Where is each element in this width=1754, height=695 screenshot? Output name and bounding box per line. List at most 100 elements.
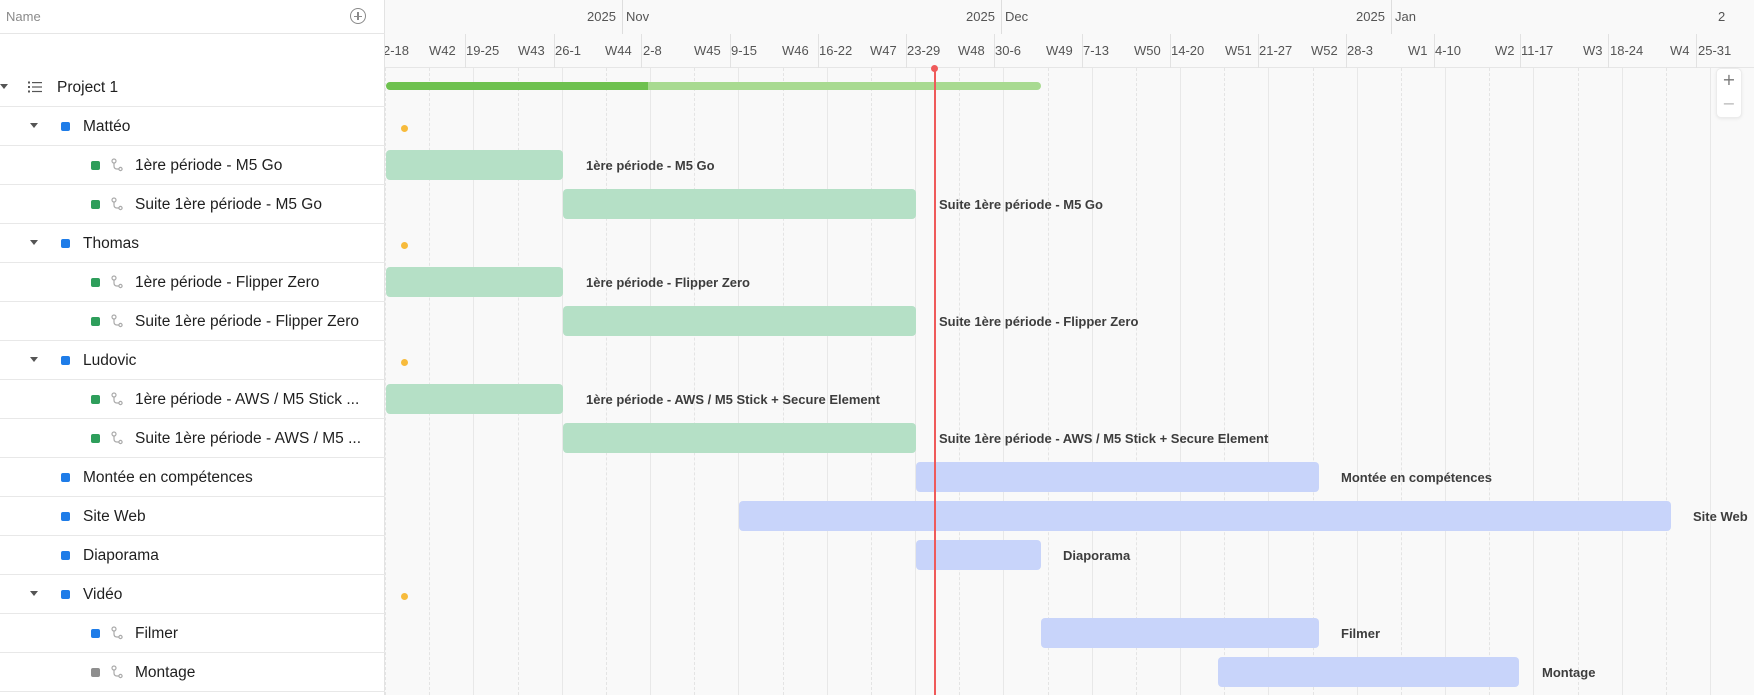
week-separator	[818, 34, 819, 68]
tree-header: Name	[0, 0, 385, 34]
grid-line	[694, 68, 695, 695]
task-label: Suite 1ère période - Flipper Zero	[135, 313, 360, 330]
week-label: W48	[958, 43, 985, 58]
tree-row-task[interactable]: Site Web	[0, 497, 385, 536]
tree-row-video[interactable]: Vidéo	[0, 575, 385, 614]
week-label: W46	[782, 43, 809, 58]
grid-line	[1533, 68, 1534, 695]
tree-row-project[interactable]: Project 1	[0, 68, 385, 107]
week-label: W42	[429, 43, 456, 58]
task-color-swatch	[61, 356, 70, 365]
week-separator	[465, 34, 466, 68]
task-bar[interactable]	[1041, 618, 1319, 648]
tree-row-task[interactable]: 1ère période - AWS / M5 Stick ...	[0, 380, 385, 419]
zoom-control: + −	[1716, 68, 1742, 118]
week-label: 21-27	[1259, 43, 1293, 58]
week-separator	[1082, 34, 1083, 68]
subtask-icon	[111, 158, 123, 172]
grid-line	[1224, 68, 1225, 695]
grid-line	[606, 68, 607, 695]
task-bar-label: Suite 1ère période - Flipper Zero	[939, 314, 1139, 329]
task-color-swatch	[61, 122, 70, 131]
week-label: W49	[1046, 43, 1073, 58]
week-separator	[1346, 34, 1347, 68]
tree-row-task[interactable]: Suite 1ère période - M5 Go	[0, 185, 385, 224]
group-label: Thomas	[83, 235, 139, 252]
subtask-icon	[111, 431, 123, 445]
task-bar[interactable]	[739, 501, 1671, 531]
subtask-icon	[111, 626, 123, 640]
tree-row-matteo[interactable]: Mattéo	[0, 107, 385, 146]
grid-line	[1268, 68, 1269, 695]
chevron-down-icon[interactable]	[30, 357, 38, 362]
grid-line	[1357, 68, 1358, 695]
task-bar[interactable]	[563, 189, 916, 219]
name-column-header[interactable]: Name	[6, 9, 41, 24]
task-color-swatch	[61, 473, 70, 482]
grid-line	[650, 68, 651, 695]
chevron-down-icon[interactable]	[30, 123, 38, 128]
group-milestone[interactable]	[401, 242, 408, 249]
gantt-timeline[interactable]: 2025 Nov 2025 Dec 2025 Jan 2 2-18 W42 19…	[385, 0, 1754, 695]
task-bar[interactable]	[916, 462, 1319, 492]
week-label: 18-24	[1610, 43, 1644, 58]
task-label: Montage	[135, 664, 196, 681]
grid-line	[915, 68, 916, 695]
task-color-swatch	[61, 512, 70, 521]
task-bar[interactable]	[563, 423, 916, 453]
grid-line	[1489, 68, 1490, 695]
task-bar[interactable]	[386, 267, 563, 297]
task-bar[interactable]	[916, 540, 1041, 570]
week-label: 2-18	[385, 43, 410, 58]
tree-row-task[interactable]: 1ère période - Flipper Zero	[0, 263, 385, 302]
month-separator	[1391, 0, 1392, 34]
week-label: 2-8	[643, 43, 662, 58]
zoom-in-button[interactable]: +	[1722, 70, 1736, 89]
group-label: Vidéo	[83, 586, 123, 603]
week-label: 30-6	[995, 43, 1022, 58]
task-bar[interactable]	[1218, 657, 1519, 687]
week-label: W2	[1495, 43, 1515, 58]
task-color-swatch	[91, 668, 100, 677]
task-bar-label: Montage	[1542, 665, 1596, 680]
tree-row-task[interactable]: Suite 1ère période - AWS / M5 ...	[0, 419, 385, 458]
tree-row-task[interactable]: Montage	[0, 653, 385, 692]
week-separator	[906, 34, 907, 68]
grid-line	[1401, 68, 1402, 695]
grid-line	[1622, 68, 1623, 695]
zoom-out-button[interactable]: −	[1722, 94, 1736, 113]
task-label: Filmer	[135, 625, 179, 642]
task-label: Site Web	[83, 508, 146, 525]
group-milestone[interactable]	[401, 125, 408, 132]
tree-row-task[interactable]: Diaporama	[0, 536, 385, 575]
chevron-down-icon[interactable]	[30, 591, 38, 596]
grid-line	[783, 68, 784, 695]
project-progress-bar[interactable]	[386, 82, 1041, 90]
grid-line	[959, 68, 960, 695]
tree-row-task[interactable]: Suite 1ère période - Flipper Zero	[0, 302, 385, 341]
task-bar[interactable]	[386, 150, 563, 180]
task-bar-label: 1ère période - Flipper Zero	[586, 275, 750, 290]
week-separator	[1520, 34, 1521, 68]
week-label: 23-29	[907, 43, 941, 58]
tree-row-task[interactable]: Filmer	[0, 614, 385, 653]
chevron-down-icon[interactable]	[30, 240, 38, 245]
grid-line	[518, 68, 519, 695]
task-bar[interactable]	[563, 306, 916, 336]
month-separator	[1001, 0, 1002, 34]
chevron-down-icon[interactable]	[0, 84, 8, 89]
grid-line	[871, 68, 872, 695]
tree-row-ludovic[interactable]: Ludovic	[0, 341, 385, 380]
task-label: Diaporama	[83, 547, 159, 564]
task-color-swatch	[91, 278, 100, 287]
week-label: W52	[1311, 43, 1338, 58]
week-label: W43	[518, 43, 545, 58]
task-bar[interactable]	[386, 384, 563, 414]
group-milestone[interactable]	[401, 593, 408, 600]
plus-circle-icon[interactable]	[350, 8, 366, 24]
task-color-swatch	[91, 317, 100, 326]
tree-row-thomas[interactable]: Thomas	[0, 224, 385, 263]
tree-row-task[interactable]: 1ère période - M5 Go	[0, 146, 385, 185]
group-milestone[interactable]	[401, 359, 408, 366]
tree-row-task[interactable]: Montée en compétences	[0, 458, 385, 497]
